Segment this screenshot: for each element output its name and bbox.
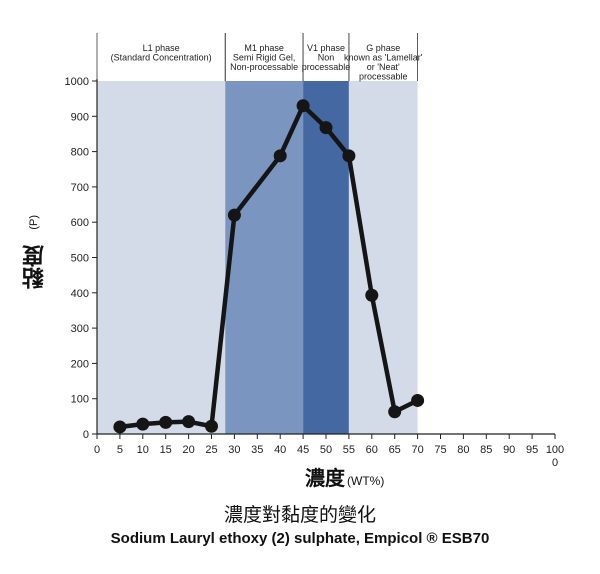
phase-band-4: [348, 81, 418, 434]
data-point: [411, 393, 425, 407]
data-point: [159, 415, 173, 429]
data-point: [365, 288, 379, 302]
x-tick-label: 65: [389, 444, 401, 456]
y-tick-label: 500: [71, 253, 89, 265]
y-tick-label: 800: [71, 147, 89, 159]
phase-bands: [96, 33, 419, 434]
phase-label-3-line-2: Non: [318, 53, 335, 63]
y-tick-label: 0: [83, 429, 89, 441]
x-tick-label: 75: [434, 444, 446, 456]
phase-label-2-line-3: Non-processable: [230, 62, 298, 72]
data-point: [273, 149, 287, 163]
chart-title: 濃度對黏度的變化: [223, 504, 376, 526]
x-tick-label: 5: [117, 444, 123, 456]
x-tick-label: 100: [546, 444, 564, 456]
x-tick-label: 55: [343, 444, 355, 456]
data-point: [227, 208, 241, 222]
y-tick-label: 300: [71, 323, 89, 335]
x-tick-label: 35: [251, 444, 263, 456]
x-tick-label: 15: [160, 444, 172, 456]
x-tick-label: 70: [411, 444, 423, 456]
phase-label-4-line-2: known as 'Lamellar': [344, 53, 423, 63]
phase-band-3: [303, 81, 349, 434]
x-tick-sublabel: 0: [552, 457, 558, 469]
x-tick-label: 90: [503, 444, 515, 456]
x-tick-label: 40: [274, 444, 286, 456]
y-axis-label: 黏度 (P): [8, 215, 54, 340]
y-axis-title: 黏度: [23, 245, 48, 289]
y-tick-label: 400: [71, 288, 89, 300]
x-axis-label: 濃度 (WT%): [305, 462, 384, 491]
y-tick-label: 700: [71, 182, 89, 194]
y-tick-label: 200: [71, 358, 89, 370]
data-point: [388, 405, 402, 419]
x-tick-label: 60: [366, 444, 378, 456]
phase-label-1-line-1: L1 phase: [143, 43, 180, 53]
y-axis-unit: (P): [28, 215, 40, 230]
data-point: [342, 149, 356, 163]
x-axis-ticks: 0 5 10 15 20 25 30 35 40 45 50 55 60 65 70 75 80 85 90 95 10…: [94, 434, 564, 469]
phase-label-4-line-1: G phase: [366, 43, 400, 53]
data-point: [136, 417, 150, 431]
chart-subtitle: Sodium Lauryl ethoxy (2) sulphate, Empic…: [110, 530, 490, 547]
phase-label-1-line-2: (Standard Concentration): [111, 53, 212, 63]
x-tick-label: 30: [228, 444, 240, 456]
x-tick-label: 80: [457, 444, 469, 456]
y-axis-ticks: 0 100 200 300 400 500 600 700 800 900 1000: [65, 76, 97, 441]
x-axis-unit: (WT%): [347, 474, 385, 488]
x-tick-label: 85: [480, 444, 492, 456]
x-tick-label: 25: [205, 444, 217, 456]
data-point: [113, 420, 127, 434]
x-tick-label: 0: [94, 444, 100, 456]
viscosity-chart: L1 phase(Standard Concentration) M1 phase…: [65, 33, 564, 469]
x-tick-label: 95: [526, 444, 538, 456]
x-tick-label: 45: [297, 444, 309, 456]
y-tick-label: 900: [71, 111, 89, 123]
phase-band-1: [97, 81, 226, 434]
phase-label-4-line-3: or 'Neat': [367, 62, 400, 72]
y-tick-label: 600: [71, 217, 89, 229]
phase-label-2-line-1: M1 phase: [244, 43, 284, 53]
x-tick-label: 20: [182, 444, 194, 456]
phase-labels: L1 phase(Standard Concentration) M1 phase…: [111, 43, 423, 82]
data-point: [319, 121, 333, 135]
phase-label-3-line-3: processable: [302, 62, 351, 72]
phase-label-2-line-2: Semi Rigid Gel,: [233, 53, 296, 63]
phase-label-4-line-4: processable: [359, 72, 408, 82]
data-point: [182, 415, 196, 429]
y-tick-label: 1000: [65, 76, 89, 88]
series-points: [113, 99, 425, 434]
phase-band-2: [225, 81, 304, 434]
x-axis-title: 濃度: [305, 466, 345, 490]
data-point: [296, 99, 310, 113]
x-tick-label: 10: [137, 444, 149, 456]
phase-label-3-line-1: V1 phase: [307, 43, 345, 53]
x-tick-label: 50: [320, 444, 332, 456]
y-tick-label: 100: [71, 394, 89, 406]
data-point: [205, 419, 218, 433]
